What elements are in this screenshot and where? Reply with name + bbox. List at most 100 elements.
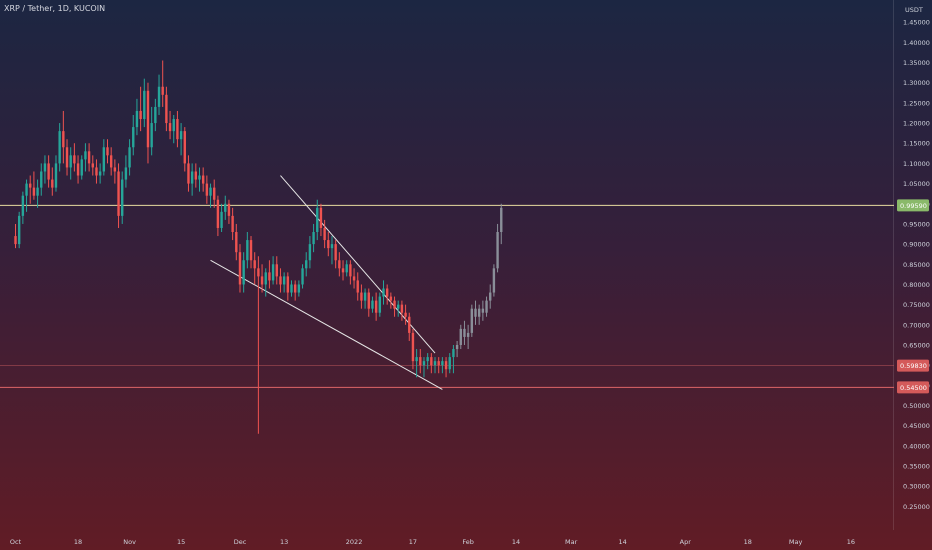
time-axis-tick: Nov [123, 538, 136, 546]
price-axis-tick: 1.15000 [903, 140, 930, 148]
candle [382, 288, 385, 297]
candle [47, 163, 50, 180]
price-axis-tick: 1.40000 [903, 39, 930, 47]
candle [183, 131, 186, 164]
candle [367, 292, 370, 309]
candle [408, 316, 411, 333]
price-axis-tick: 0.30000 [903, 483, 930, 491]
candle [187, 163, 190, 184]
price-axis-unit: USDT [905, 6, 923, 14]
price-axis-tick: 1.10000 [903, 160, 930, 168]
projection-candle [470, 308, 474, 333]
candle [293, 284, 297, 293]
chart-title: XRP / Tether, 1D, KUCOIN [4, 4, 106, 13]
price-axis-tick: 0.70000 [903, 321, 930, 329]
price-level-label: 0.99590 [900, 202, 927, 210]
candle [69, 155, 72, 168]
candle [201, 175, 205, 184]
candle [168, 123, 172, 132]
price-level-label-bg [897, 359, 929, 372]
candle [235, 232, 238, 253]
candle [231, 215, 234, 233]
price-axis-tick: 0.65000 [903, 342, 930, 350]
price-axis-tick: 1.30000 [903, 79, 930, 87]
candle [146, 90, 150, 148]
candle [139, 110, 142, 120]
projection-candle [481, 308, 485, 313]
projection-candle [496, 232, 499, 269]
projection-candle [489, 292, 492, 301]
candle [113, 167, 117, 172]
candle [17, 215, 21, 245]
projection-candle [485, 300, 488, 313]
candle [286, 276, 290, 293]
candle [444, 361, 448, 370]
candle [98, 171, 102, 176]
candle [437, 361, 440, 366]
price-level-label: 0.54500 [900, 384, 927, 392]
candle [242, 260, 245, 285]
candle [194, 171, 198, 180]
candle [143, 90, 146, 120]
candle [297, 284, 301, 293]
price-level-label-bg [897, 381, 929, 394]
time-axis-tick: Oct [10, 538, 22, 546]
candle [91, 163, 94, 168]
candle [36, 187, 39, 196]
candle [246, 240, 249, 261]
projection-candle [500, 207, 503, 233]
candle [282, 276, 286, 285]
candle [433, 361, 437, 366]
candle [389, 296, 393, 301]
candle [290, 284, 293, 293]
candle [360, 292, 363, 301]
candle [448, 357, 451, 370]
candle [117, 171, 120, 216]
candle [415, 357, 418, 362]
candle [51, 179, 54, 188]
candle [334, 244, 337, 261]
time-axis-tick: 14 [512, 538, 520, 546]
projection-candle [459, 328, 462, 345]
candle [301, 268, 304, 285]
candle [249, 240, 253, 261]
candle [323, 227, 326, 241]
candle [165, 94, 168, 124]
projection-candle [455, 345, 459, 350]
time-axis-tick: May [789, 538, 803, 546]
candle [124, 167, 128, 180]
candle [95, 167, 98, 176]
price-axis-tick: 0.25000 [903, 503, 930, 511]
price-axis-tick: 0.75000 [903, 301, 930, 309]
candle [209, 187, 212, 196]
candle [154, 106, 157, 124]
candle [102, 147, 106, 172]
price-level-label: 0.59830 [900, 362, 927, 370]
candle [80, 159, 83, 176]
candle [172, 119, 175, 132]
candle [371, 300, 374, 309]
candle [363, 292, 367, 301]
candle [422, 361, 426, 366]
price-axis-tick: 0.85000 [903, 261, 930, 269]
price-axis-tick: 1.05000 [903, 180, 930, 188]
candle [426, 357, 429, 362]
candle [190, 171, 194, 184]
candle [132, 127, 135, 148]
price-axis-tick: 0.45000 [903, 422, 930, 430]
candle [32, 187, 36, 196]
candle [349, 264, 352, 277]
price-axis-tick: 0.40000 [903, 442, 930, 450]
candle [121, 179, 124, 216]
candle [264, 272, 267, 285]
time-axis-tick: 13 [280, 538, 288, 546]
candle [84, 151, 87, 160]
candle [268, 272, 271, 281]
candle [253, 260, 256, 269]
candle [404, 312, 407, 317]
candle [356, 280, 359, 293]
projection-candle [477, 308, 481, 317]
candle [65, 147, 69, 168]
